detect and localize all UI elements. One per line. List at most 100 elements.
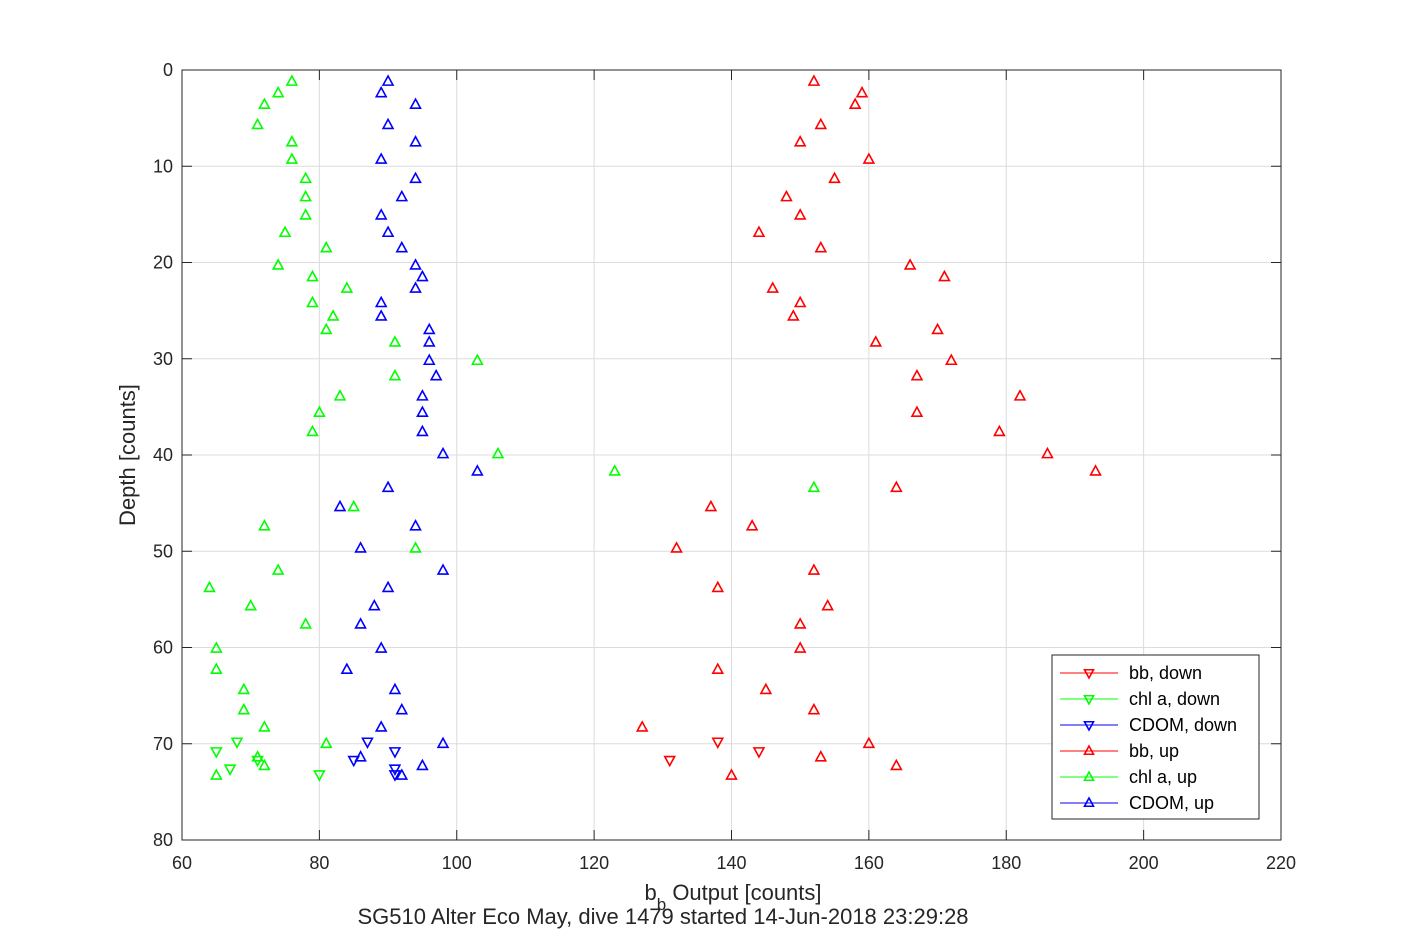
y-tick-label: 40 xyxy=(153,445,173,465)
data-point xyxy=(313,770,326,782)
data-point xyxy=(409,135,422,147)
series-bb-down xyxy=(663,737,766,768)
data-point xyxy=(395,768,409,780)
data-point xyxy=(855,85,869,98)
data-point xyxy=(704,499,718,512)
data-point xyxy=(848,97,862,110)
data-point xyxy=(237,702,251,715)
legend-label: chl a, down xyxy=(1129,689,1220,709)
data-point xyxy=(306,424,319,437)
data-point xyxy=(993,424,1006,437)
series-layer xyxy=(203,74,1102,782)
data-point xyxy=(271,258,285,270)
data-point xyxy=(409,97,422,110)
data-point xyxy=(416,389,429,401)
x-tick-label: 100 xyxy=(442,853,472,873)
legend-entry: CDOM, up xyxy=(1060,793,1214,813)
data-point xyxy=(491,446,505,459)
legend-label: chl a, up xyxy=(1129,767,1197,787)
data-point xyxy=(374,720,388,732)
legend-marker xyxy=(1083,770,1095,782)
data-point xyxy=(1089,464,1102,476)
data-point xyxy=(395,189,409,202)
data-point xyxy=(374,309,388,321)
series-bb-up xyxy=(635,74,1102,780)
data-point xyxy=(931,322,944,335)
data-point xyxy=(766,281,780,293)
series-chl-a-up xyxy=(203,74,821,780)
data-point xyxy=(319,322,333,335)
data-point xyxy=(299,189,312,202)
y-tick-label: 50 xyxy=(153,541,173,561)
y-axis-label: Depth [counts] xyxy=(115,384,140,526)
data-point xyxy=(299,617,312,629)
data-point xyxy=(285,135,299,147)
x-axis-label: bb Output [counts] xyxy=(644,880,821,914)
data-point xyxy=(361,737,374,749)
data-point xyxy=(313,405,326,418)
legend-marker xyxy=(1083,744,1095,756)
x-axis-label-main: b xyxy=(644,880,656,905)
data-point xyxy=(807,480,821,493)
data-point xyxy=(326,309,340,321)
x-tick-label: 220 xyxy=(1266,853,1296,873)
data-point xyxy=(862,736,876,749)
x-axis-label-subscript: b xyxy=(657,895,666,914)
data-point xyxy=(210,747,223,759)
data-point xyxy=(244,598,257,611)
legend-label: bb, down xyxy=(1129,663,1202,683)
data-point xyxy=(416,758,429,771)
data-point xyxy=(409,281,422,293)
y-tick-label: 0 xyxy=(163,60,173,80)
data-point xyxy=(608,464,622,476)
data-point xyxy=(210,768,223,780)
data-point xyxy=(354,541,367,553)
data-point xyxy=(711,662,725,675)
x-tick-label: 120 xyxy=(579,853,609,873)
data-point xyxy=(1041,446,1054,459)
y-tick-label: 70 xyxy=(153,734,173,754)
data-point xyxy=(945,353,958,366)
data-point xyxy=(890,758,903,771)
legend: bb, down chl a, down CDOM, down bb, up chl a… xyxy=(1051,654,1260,820)
data-point xyxy=(635,720,649,732)
data-point xyxy=(285,74,299,86)
data-point xyxy=(807,702,821,715)
data-point xyxy=(429,368,443,381)
data-point xyxy=(340,662,354,675)
data-point xyxy=(787,309,800,321)
data-point xyxy=(422,353,436,366)
data-point xyxy=(354,617,367,629)
data-point xyxy=(251,117,264,130)
data-point xyxy=(395,240,409,253)
data-point xyxy=(354,750,367,762)
x-tick-label: 140 xyxy=(716,853,746,873)
data-point xyxy=(416,424,429,437)
data-point xyxy=(258,720,271,732)
data-point xyxy=(374,208,388,220)
data-point xyxy=(271,563,285,575)
data-point xyxy=(409,258,422,270)
x-tick-label: 200 xyxy=(1129,853,1159,873)
data-point xyxy=(436,563,450,575)
data-point xyxy=(299,208,312,220)
data-point xyxy=(436,736,450,749)
data-point xyxy=(381,225,395,238)
y-tick-label: 80 xyxy=(153,830,173,850)
data-point xyxy=(333,499,347,512)
y-tick-label: 60 xyxy=(153,638,173,658)
data-point xyxy=(299,171,312,184)
data-point xyxy=(258,519,271,531)
data-point xyxy=(752,747,766,759)
data-point xyxy=(422,322,436,335)
y-tick-label: 30 xyxy=(153,349,173,369)
data-point xyxy=(910,405,924,418)
data-point xyxy=(388,747,402,759)
x-tick-label: 60 xyxy=(172,853,192,873)
x-tick-label: 160 xyxy=(854,853,884,873)
y-tick-label: 20 xyxy=(153,253,173,273)
legend-label: CDOM, down xyxy=(1129,715,1237,735)
data-point xyxy=(237,682,251,695)
data-point xyxy=(306,295,319,308)
data-point xyxy=(422,335,436,347)
